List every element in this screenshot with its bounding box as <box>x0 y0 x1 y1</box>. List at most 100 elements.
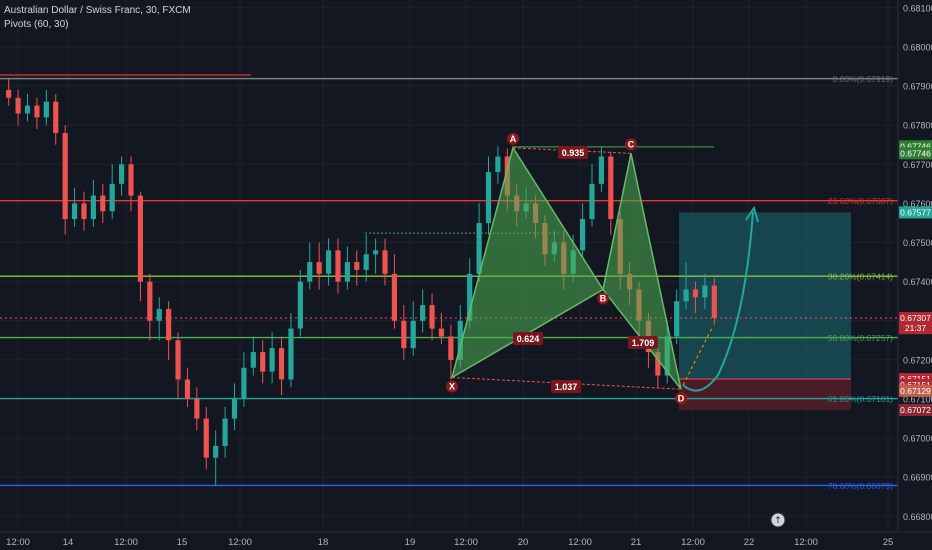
time-tick-label: 12:00 <box>794 537 818 548</box>
price-axis-tag <box>899 147 932 160</box>
candle-body <box>307 262 313 282</box>
candle-body <box>231 399 238 419</box>
ratio-line-xd <box>451 376 682 390</box>
time-tick-label: 15 <box>177 537 188 548</box>
price-axis-tag-text: 0.67072 <box>900 405 931 415</box>
pattern-point-a-label: A <box>510 134 517 144</box>
ratio-label: 0.935 <box>562 148 585 158</box>
time-tick-label: 12:00 <box>681 537 705 548</box>
price-axis-tag-text: 0.67746 <box>900 141 931 151</box>
time-axis[interactable]: 12:00 14 12:00 15 12:00 18 19 12:00 20 12:00 21 12:… <box>6 537 893 548</box>
price-axis-tag <box>899 403 932 416</box>
time-tick-label: 25 <box>883 537 894 548</box>
time-tick-label: 19 <box>405 537 416 548</box>
ratio-badge <box>558 146 588 159</box>
price-axis-tag-text: 21:37 <box>905 323 927 333</box>
candle-body <box>467 273 473 321</box>
fib-level-label: 78.60%(0.66879) <box>828 481 893 491</box>
pattern-point-d-badge <box>675 392 687 405</box>
price-axis-tag <box>899 312 932 325</box>
candle-body <box>683 289 689 302</box>
candle-body <box>485 172 492 223</box>
price-axis-tag-text: 0.67307 <box>900 313 931 323</box>
projection-dashed-line <box>682 327 713 386</box>
candle-body <box>316 262 322 274</box>
price-axis-tag-text: 0.67577 <box>900 207 931 217</box>
candle-body <box>269 348 275 372</box>
price-axis-tag-text: 0.67129 <box>900 386 931 396</box>
pattern-point-a-badge <box>507 132 519 145</box>
candle-body <box>43 101 49 118</box>
time-tick-label: 12:00 <box>6 537 30 548</box>
symbol-title[interactable]: Australian Dollar / Swiss Franc, 30, FXC… <box>4 5 191 16</box>
candle-body <box>241 367 247 399</box>
price-axis-tag-text: 0.67746 <box>900 148 931 158</box>
candle-body <box>382 250 388 274</box>
ratio-badge <box>551 380 581 393</box>
indicator-title[interactable]: Pivots (60, 30) <box>4 19 69 30</box>
harmonic-pattern[interactable]: X A B C D 0.935 0.624 1.709 1.037 <box>446 132 714 405</box>
time-tick-label: 21 <box>631 537 642 548</box>
candle-body <box>119 164 125 184</box>
candle-body <box>288 328 294 380</box>
ratio-label: 0.624 <box>517 334 540 344</box>
price-axis-tag <box>899 384 932 397</box>
pattern-point-b-label: B <box>600 294 607 304</box>
target-zone[interactable] <box>679 212 851 380</box>
candle-body <box>128 164 134 196</box>
goto-realtime-icon: ↑ <box>774 516 782 526</box>
candle-body <box>166 309 172 341</box>
fib-level-label: 0.00%(0.67919) <box>833 74 894 84</box>
projection-arrow[interactable] <box>682 205 759 392</box>
candle-body <box>692 289 699 298</box>
fib-level-label: 38.20%(0.67414) <box>828 272 893 282</box>
candle-body <box>156 309 162 321</box>
candle-body <box>354 262 360 270</box>
candle-body <box>213 445 219 458</box>
candle-body <box>109 183 115 212</box>
price-axis-labels: 0.677460.677460.675770.6730721:370.67151… <box>899 140 932 416</box>
price-tick-label: 0.66800 <box>903 512 932 522</box>
ratio-label: 1.709 <box>632 338 655 348</box>
candle-body <box>297 281 303 329</box>
time-tick-label: 12:00 <box>114 537 138 548</box>
projection-curve[interactable] <box>682 211 754 392</box>
candle-body <box>6 89 12 98</box>
candle-body <box>401 320 407 349</box>
candle-body <box>203 418 209 458</box>
goto-realtime-button[interactable]: ↑ <box>770 512 786 528</box>
candle-body <box>702 285 708 298</box>
candle-body <box>90 195 96 220</box>
time-tick-label: 12:00 <box>454 537 478 548</box>
candle-body <box>598 156 604 184</box>
time-tick-label: 22 <box>744 537 755 548</box>
candle-body <box>194 399 200 419</box>
candle-body <box>15 97 21 114</box>
candle-body <box>438 328 445 337</box>
candle-body <box>53 101 59 133</box>
ratio-badge <box>628 336 658 349</box>
candle-body <box>260 352 266 372</box>
time-tick-label: 18 <box>318 537 329 548</box>
pattern-point-d-label: D <box>678 393 685 403</box>
candle-body <box>711 285 717 319</box>
candle-body <box>184 379 191 399</box>
candle-body <box>410 320 416 349</box>
arrow-head-icon <box>745 205 759 223</box>
stop-zone[interactable] <box>679 379 851 410</box>
pattern-point-x-badge <box>446 380 458 393</box>
candle-body <box>457 320 463 360</box>
candle-body <box>476 222 482 274</box>
pattern-point-c-label: C <box>628 140 635 150</box>
candle-body <box>175 340 181 380</box>
